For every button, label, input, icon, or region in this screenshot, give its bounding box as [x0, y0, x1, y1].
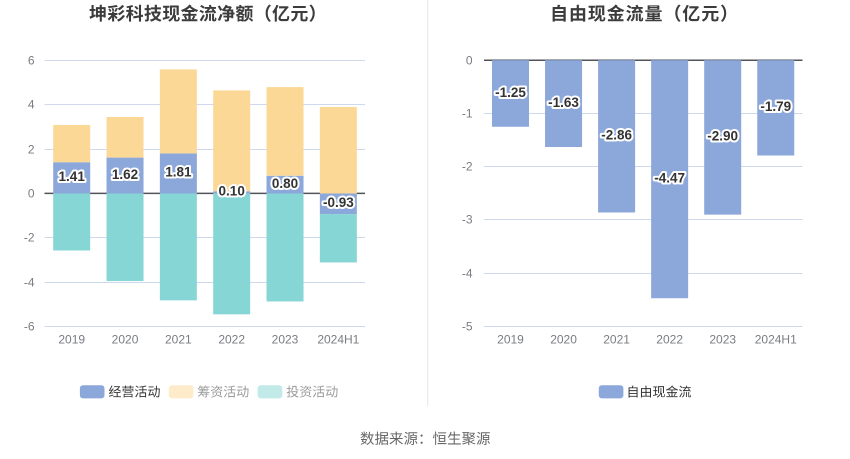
- svg-text:2: 2: [28, 143, 35, 157]
- svg-text:4: 4: [28, 98, 35, 112]
- svg-text:-5: -5: [462, 320, 473, 334]
- svg-text:2019: 2019: [497, 333, 524, 347]
- svg-text:-4.47: -4.47: [654, 171, 685, 186]
- svg-text:0.10: 0.10: [219, 184, 245, 199]
- svg-text:1.41: 1.41: [59, 169, 86, 184]
- svg-text:-4: -4: [24, 276, 35, 290]
- svg-text:-1.63: -1.63: [548, 95, 579, 110]
- svg-text:0: 0: [28, 187, 35, 201]
- svg-text:-2: -2: [462, 160, 473, 174]
- svg-text:-1: -1: [462, 107, 473, 121]
- svg-text:1.81: 1.81: [165, 165, 192, 180]
- svg-text:-2.90: -2.90: [707, 129, 738, 144]
- svg-text:-2.86: -2.86: [601, 128, 632, 143]
- svg-text:2022: 2022: [656, 333, 683, 347]
- svg-text:2021: 2021: [165, 333, 192, 347]
- svg-text:6: 6: [28, 54, 35, 68]
- svg-text:-6: -6: [24, 320, 35, 334]
- svg-text:1.62: 1.62: [112, 167, 138, 182]
- svg-text:-2: -2: [24, 231, 35, 245]
- svg-text:2019: 2019: [58, 333, 85, 347]
- svg-text:-3: -3: [462, 213, 473, 227]
- svg-text:-1.79: -1.79: [760, 99, 791, 114]
- svg-text:2024H1: 2024H1: [755, 333, 797, 347]
- svg-text:-1.25: -1.25: [495, 85, 526, 100]
- svg-text:0.80: 0.80: [272, 176, 298, 191]
- svg-text:0: 0: [466, 54, 473, 68]
- svg-text:2024H1: 2024H1: [317, 333, 359, 347]
- svg-text:2020: 2020: [550, 333, 577, 347]
- svg-text:2022: 2022: [218, 333, 245, 347]
- svg-text:-4: -4: [462, 267, 473, 281]
- svg-text:2023: 2023: [709, 333, 736, 347]
- svg-text:2020: 2020: [112, 333, 139, 347]
- svg-text:-0.93: -0.93: [323, 195, 354, 210]
- svg-text:2021: 2021: [603, 333, 630, 347]
- svg-text:2023: 2023: [272, 333, 299, 347]
